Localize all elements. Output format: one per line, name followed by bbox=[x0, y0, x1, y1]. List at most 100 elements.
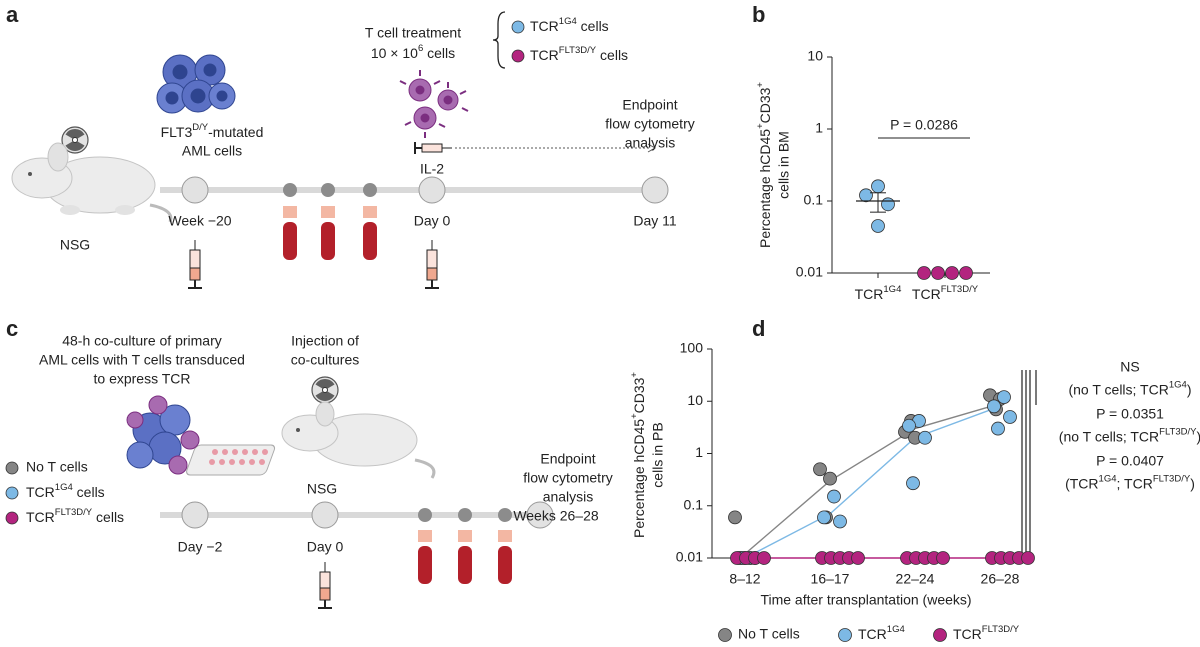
t-cells-illustration bbox=[399, 70, 469, 138]
mouse-label: NSG bbox=[60, 237, 90, 253]
data-point bbox=[851, 551, 865, 565]
superscript: FLT3D/Y bbox=[1153, 474, 1191, 485]
superscript: 1G4 bbox=[887, 624, 906, 635]
syringe bbox=[414, 142, 452, 154]
mouse-illustration bbox=[11, 142, 173, 223]
y-tick-label: 0.01 bbox=[676, 549, 703, 565]
text-run: cells bbox=[423, 45, 455, 61]
annotation: P = 0.0351 bbox=[1096, 406, 1164, 422]
treatment-label: T cell treatment bbox=[365, 25, 461, 41]
y-axis-label: cells in BM bbox=[776, 131, 792, 199]
x-tick-label: TCRFLT3D/Y bbox=[912, 284, 979, 302]
endpoint-label: flow cytometry bbox=[605, 116, 694, 132]
superscript: 1G4 bbox=[559, 16, 578, 27]
text-run: ) bbox=[1190, 475, 1195, 491]
x-tick-label: TCR1G4 bbox=[855, 284, 902, 302]
superscript: FLT3D/Y bbox=[982, 624, 1020, 635]
mean-line bbox=[744, 402, 1001, 555]
legend-dot bbox=[838, 628, 852, 642]
endpoint-label: Endpoint bbox=[540, 451, 595, 467]
text-run: (TCR bbox=[1065, 475, 1098, 491]
y-axis-label: Percentage hCD45+CD33+ bbox=[629, 372, 647, 538]
y-tick-label: 100 bbox=[680, 340, 704, 356]
data-point bbox=[997, 390, 1011, 405]
x-axis-label: Time after transplantation (weeks) bbox=[760, 592, 971, 608]
panel-letter: a bbox=[6, 2, 19, 27]
comparison-lines bbox=[1021, 370, 1037, 558]
mean-line bbox=[744, 405, 1001, 559]
text-run: cells bbox=[73, 484, 105, 500]
text-run: Percentage hCD45 bbox=[757, 129, 773, 248]
data-point bbox=[728, 510, 742, 525]
timeline-label: Day 11 bbox=[633, 213, 677, 229]
treatment-label: 10 × 106 cells bbox=[371, 43, 455, 61]
text-run: -mutated bbox=[208, 124, 263, 140]
legend-dot bbox=[5, 461, 19, 475]
x-tick-label: 8–12 bbox=[729, 571, 760, 587]
injection-label: co-cultures bbox=[291, 352, 359, 368]
radiation-icon bbox=[61, 126, 89, 154]
aml-cells-illustration bbox=[156, 54, 236, 114]
panel-letter: d bbox=[752, 316, 765, 341]
data-point bbox=[936, 551, 950, 565]
text-run: CD33 bbox=[757, 87, 773, 123]
data-point bbox=[823, 471, 837, 486]
x-tick-label: 16–17 bbox=[811, 571, 850, 587]
text-run: TCR bbox=[855, 286, 884, 302]
text-run: FLT3 bbox=[161, 124, 193, 140]
mouse-label: NSG bbox=[307, 481, 337, 497]
arrow-head bbox=[647, 143, 657, 153]
timeline-label: Weeks 26–28 bbox=[513, 508, 599, 524]
data-point bbox=[945, 266, 959, 280]
data-point bbox=[881, 197, 895, 212]
coculture-label: AML cells with T cells transduced bbox=[39, 352, 245, 368]
y-axis-label: Percentage hCD45+CD33+ bbox=[755, 82, 773, 248]
data-point bbox=[859, 188, 873, 203]
annotation: (no T cells; TCRFLT3D/Y) bbox=[1059, 427, 1200, 445]
brace bbox=[492, 11, 506, 69]
y-tick-label: 10 bbox=[807, 48, 823, 64]
text-run: TCR bbox=[26, 484, 55, 500]
legend-label: TCRFLT3D/Y cells bbox=[26, 507, 124, 525]
superscript: D/Y bbox=[192, 122, 209, 133]
syringe bbox=[188, 240, 439, 289]
text-run: cells bbox=[577, 18, 609, 34]
superscript: 1G4 bbox=[1169, 380, 1188, 391]
endpoint-label: flow cytometry bbox=[523, 470, 612, 486]
x-tick-label: 22–24 bbox=[896, 571, 935, 587]
y-axis-label: cells in PB bbox=[650, 422, 666, 487]
text-run: TCR bbox=[530, 18, 559, 34]
panel-letter: b bbox=[752, 2, 765, 27]
data-point bbox=[917, 266, 931, 280]
text-run: cells bbox=[596, 47, 628, 63]
data-point bbox=[833, 514, 847, 529]
text-run: (no T cells; TCR bbox=[1068, 381, 1168, 397]
text-run: TCR bbox=[530, 47, 559, 63]
legend-dot bbox=[933, 628, 947, 642]
timeline-label: Day −2 bbox=[178, 539, 223, 555]
legend-label: TCRFLT3D/Y bbox=[953, 624, 1020, 642]
superscript: FLT3D/Y bbox=[1159, 427, 1197, 438]
injection-label: Injection of bbox=[291, 333, 359, 349]
superscript: 1G4 bbox=[883, 284, 902, 295]
blood-tubes bbox=[418, 530, 512, 584]
data-point bbox=[827, 489, 841, 504]
aml-label: FLT3D/Y-mutated bbox=[161, 122, 264, 140]
data-point bbox=[813, 462, 827, 477]
x-tick-label: 26–28 bbox=[981, 571, 1020, 587]
superscript: 1G4 bbox=[55, 482, 74, 493]
text-run: cells bbox=[92, 509, 124, 525]
aml-label: AML cells bbox=[182, 143, 242, 159]
coculture-label: to express TCR bbox=[94, 371, 191, 387]
text-run: ; TCR bbox=[1117, 475, 1153, 491]
mouse-illustration bbox=[281, 401, 436, 479]
annotation: (TCR1G4; TCRFLT3D/Y) bbox=[1065, 474, 1195, 492]
legend-label: TCR1G4 cells bbox=[530, 16, 609, 34]
data-point bbox=[991, 421, 1005, 436]
blood-tubes bbox=[283, 206, 377, 260]
il2-label: IL-2 bbox=[420, 161, 444, 177]
text-run: TCR bbox=[912, 286, 941, 302]
legend-label: No T cells bbox=[738, 626, 800, 642]
radiation-icon bbox=[311, 376, 339, 404]
endpoint-label: analysis bbox=[543, 489, 594, 505]
